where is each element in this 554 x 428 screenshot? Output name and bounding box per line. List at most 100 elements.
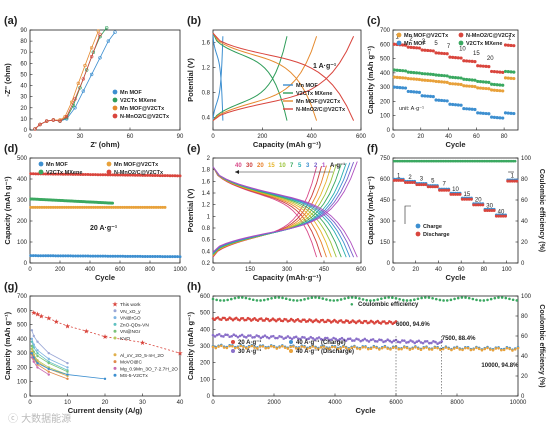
data-point xyxy=(136,173,140,177)
data-point xyxy=(415,340,419,344)
discharge-point xyxy=(485,209,489,212)
rate-label: 30 xyxy=(486,204,493,210)
legend-swatch xyxy=(231,340,235,344)
y-tick-label: 200 xyxy=(200,361,211,367)
data-point xyxy=(66,370,69,373)
data-point xyxy=(453,103,458,107)
y-tick-label: 500 xyxy=(380,57,391,63)
data-point xyxy=(501,89,505,93)
data-point xyxy=(353,345,356,349)
data-point xyxy=(154,205,158,209)
data-point xyxy=(86,173,90,177)
data-point xyxy=(465,107,469,111)
panel-letter: (a) xyxy=(4,15,18,27)
data-point xyxy=(444,346,448,349)
data-point xyxy=(151,255,155,259)
data-point xyxy=(276,336,279,340)
data-point xyxy=(111,201,114,205)
data-point xyxy=(476,64,480,68)
x-tick-label: 1000 xyxy=(173,267,187,273)
data-point xyxy=(47,205,51,209)
data-point xyxy=(512,76,516,81)
discharge-point xyxy=(488,209,492,212)
ce-point xyxy=(405,299,409,302)
data-point xyxy=(401,86,405,90)
ce-point xyxy=(409,299,412,302)
data-point xyxy=(161,174,165,178)
rate-label: 7 xyxy=(290,163,294,169)
data-point xyxy=(516,346,520,350)
data-point xyxy=(436,346,439,350)
y-tick-label: 1.2 xyxy=(202,203,211,209)
x-tick-label: 400 xyxy=(85,267,96,273)
ce-point xyxy=(416,297,420,301)
data-point xyxy=(498,89,502,93)
data-point xyxy=(438,341,441,344)
data-point xyxy=(123,205,127,209)
data-point xyxy=(288,336,292,340)
data-point xyxy=(91,173,95,177)
legend-entry: VN@NGr xyxy=(120,329,141,335)
data-point xyxy=(415,77,419,81)
y-tick-label: 400 xyxy=(200,327,211,333)
rate-label: 1 xyxy=(322,163,326,169)
data-point xyxy=(250,344,254,348)
data-point xyxy=(428,72,433,76)
legend-swatch xyxy=(415,231,421,237)
data-point xyxy=(301,335,304,339)
data-point xyxy=(508,347,511,351)
data-point xyxy=(281,344,284,348)
data-point xyxy=(406,45,410,49)
data-point xyxy=(294,335,298,339)
data-point xyxy=(289,345,292,349)
data-point xyxy=(217,345,220,348)
data-point xyxy=(467,78,471,82)
ce-point xyxy=(244,296,248,300)
ce-point xyxy=(222,299,226,302)
data-point xyxy=(501,116,505,120)
data-point xyxy=(123,173,127,177)
y-axis-label: Potential (V) xyxy=(186,188,195,232)
data-point xyxy=(417,71,421,75)
data-point xyxy=(299,320,303,323)
legend-swatch xyxy=(112,89,118,95)
data-point xyxy=(428,94,433,98)
x-tick-label: 600 xyxy=(115,267,126,273)
rate-label: 5 xyxy=(431,179,435,185)
legend-entry: Al_xV_2O_5·nH_2O xyxy=(120,353,164,359)
discharge-point xyxy=(435,185,439,189)
data-point xyxy=(405,341,408,344)
legend-entry: VN_xO_y xyxy=(120,309,141,315)
x-tick-label: 0 xyxy=(211,400,215,406)
data-point xyxy=(76,81,81,86)
data-point xyxy=(409,339,412,342)
data-point xyxy=(39,254,43,258)
rate-label: 10 xyxy=(279,163,286,169)
data-point xyxy=(211,345,215,349)
ce-point xyxy=(489,297,493,301)
x-tick-label: 0 xyxy=(391,134,395,140)
data-point xyxy=(253,335,256,339)
data-point xyxy=(116,173,120,177)
discharge-point xyxy=(433,185,437,189)
y-tick-label: 400 xyxy=(17,177,28,183)
ce-point xyxy=(500,296,504,299)
data-point xyxy=(503,69,508,74)
data-point xyxy=(332,336,335,340)
data-point xyxy=(303,336,306,339)
data-point xyxy=(30,340,34,343)
discharge-point xyxy=(458,192,462,196)
rate-label: 1 xyxy=(511,174,515,180)
data-point xyxy=(484,80,488,84)
ce-point xyxy=(211,297,215,301)
legend-entry: Mn MOF xyxy=(46,162,68,168)
data-point xyxy=(34,254,38,258)
y-tick-label: 0.8 xyxy=(202,226,211,232)
data-point xyxy=(66,377,69,381)
x-tick-label: 100 xyxy=(502,267,513,273)
discharge-point xyxy=(426,185,430,189)
data-point xyxy=(116,254,120,258)
data-point xyxy=(120,205,124,209)
data-point xyxy=(86,254,90,258)
data-point xyxy=(121,254,125,258)
